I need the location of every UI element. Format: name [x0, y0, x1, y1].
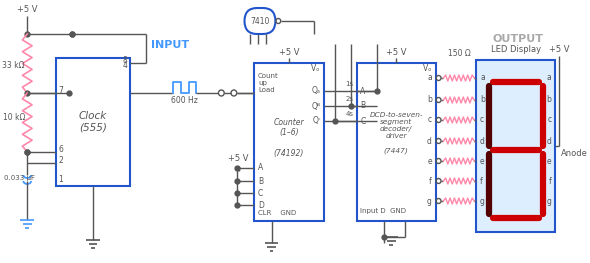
Text: 2s: 2s — [346, 96, 353, 102]
Text: Input D  GND: Input D GND — [360, 208, 407, 214]
Text: +5 V: +5 V — [549, 45, 569, 54]
Text: g: g — [547, 196, 552, 205]
Text: B: B — [258, 176, 263, 185]
Text: 33 kΩ: 33 kΩ — [2, 61, 25, 70]
Text: a: a — [427, 73, 432, 83]
Text: Vₒ⁣: Vₒ⁣ — [312, 64, 320, 73]
Text: +5 V: +5 V — [278, 48, 299, 57]
Text: b: b — [480, 95, 485, 104]
Text: Clock
(555): Clock (555) — [79, 111, 107, 133]
Text: 8: 8 — [123, 56, 127, 65]
Text: c: c — [548, 115, 552, 124]
Text: 1: 1 — [58, 175, 63, 184]
Text: INPUT: INPUT — [151, 40, 189, 50]
Text: Qₐ: Qₐ — [312, 87, 321, 95]
Text: +5 V: +5 V — [386, 48, 407, 57]
Text: Anode: Anode — [561, 149, 588, 158]
Text: 10 kΩ: 10 kΩ — [2, 113, 25, 122]
Text: LED Display: LED Display — [491, 45, 541, 54]
Text: Qᶜ: Qᶜ — [312, 117, 321, 125]
Text: d: d — [547, 136, 552, 145]
Text: d: d — [480, 136, 485, 145]
Text: 600 Hz: 600 Hz — [171, 96, 198, 105]
Text: 4: 4 — [123, 61, 127, 70]
Text: +5 V: +5 V — [228, 154, 249, 163]
Text: e: e — [427, 156, 432, 165]
Text: Vₒ⁣: Vₒ⁣ — [424, 64, 432, 73]
Text: g: g — [427, 196, 432, 205]
Text: g: g — [480, 196, 485, 205]
Text: DCD-to-seven-
segment
decoder/
driver

(7447): DCD-to-seven- segment decoder/ driver (7… — [369, 112, 423, 154]
Text: a: a — [547, 73, 552, 83]
FancyBboxPatch shape — [56, 58, 130, 186]
Text: e: e — [547, 156, 552, 165]
Text: Count
up
Load: Count up Load — [258, 73, 278, 93]
Text: b: b — [547, 95, 552, 104]
FancyBboxPatch shape — [244, 8, 276, 34]
Text: f: f — [429, 176, 432, 185]
Text: 1s: 1s — [346, 81, 353, 87]
Text: 150 Ω: 150 Ω — [448, 49, 471, 58]
Text: 6: 6 — [58, 145, 63, 154]
Text: Qᴮ: Qᴮ — [312, 102, 321, 110]
Text: A: A — [258, 164, 263, 173]
Text: A: A — [360, 87, 366, 95]
Text: c: c — [480, 115, 484, 124]
Text: d: d — [427, 136, 432, 145]
Text: 7410: 7410 — [250, 17, 270, 26]
Text: c: c — [428, 115, 432, 124]
Text: D: D — [258, 200, 264, 210]
FancyBboxPatch shape — [476, 60, 555, 232]
Text: f: f — [549, 176, 552, 185]
Text: B: B — [360, 102, 365, 110]
Text: a: a — [480, 73, 485, 83]
Text: OUTPUT: OUTPUT — [492, 34, 543, 44]
Text: 7: 7 — [58, 86, 63, 95]
Text: e: e — [480, 156, 485, 165]
Text: 4s: 4s — [346, 111, 353, 117]
Text: +5 V: +5 V — [17, 5, 38, 14]
Text: 2: 2 — [58, 156, 63, 165]
Text: C: C — [258, 189, 263, 198]
Text: CLR    GND: CLR GND — [258, 210, 296, 216]
Text: b: b — [427, 95, 432, 104]
Text: Counter
(1–6)

(74192): Counter (1–6) (74192) — [274, 118, 304, 158]
FancyBboxPatch shape — [254, 63, 324, 221]
Text: 0.033 μF: 0.033 μF — [4, 175, 35, 181]
Text: C: C — [360, 117, 366, 125]
Text: f: f — [480, 176, 483, 185]
FancyBboxPatch shape — [356, 63, 435, 221]
